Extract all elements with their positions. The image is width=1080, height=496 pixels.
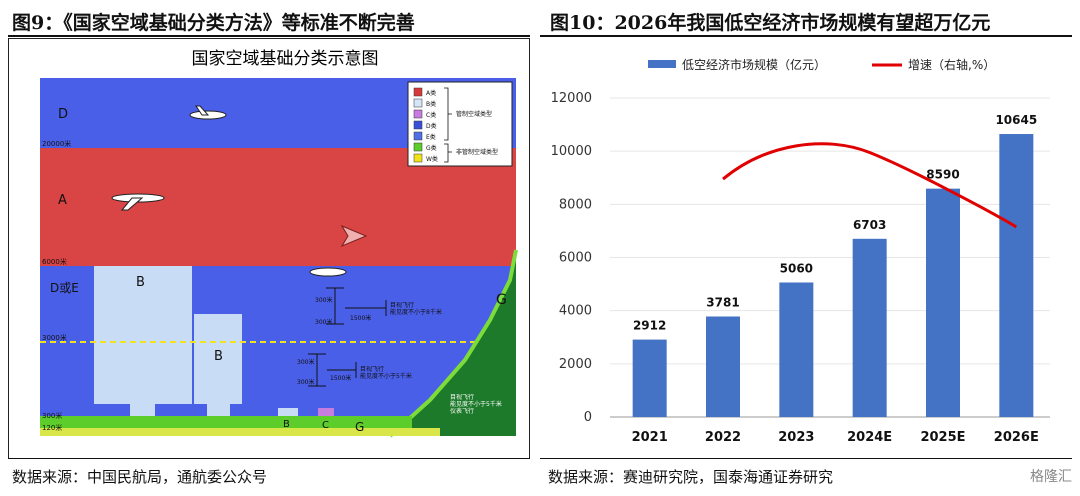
x-tick-label: 2026E: [994, 430, 1039, 445]
sep-300m-b: 300米: [315, 318, 332, 326]
y-tick-label: 8000: [559, 197, 592, 212]
left-bottom-rule: [8, 458, 530, 459]
diagram-title: 国家空域基础分类示意图: [192, 49, 379, 69]
note-3000m-transponder: [42, 306, 98, 340]
legend-swatch: [413, 131, 423, 141]
airspace-diagram: 国家空域基础分类示意图 D A D或E B B B C G G 20000米 6…: [40, 49, 518, 438]
legend-swatch: [413, 109, 423, 119]
bar-value-label: 2912: [633, 319, 666, 333]
note-vfr-8km: 目视飞行 能见度不小于8千米: [390, 302, 442, 316]
x-tick-label: 2024E: [847, 430, 892, 445]
right-title-rule: [540, 35, 1072, 37]
right-bottom-rule: [540, 458, 1072, 459]
bar-2022: [706, 316, 740, 417]
class-g-terrain: [390, 250, 516, 436]
airplane-icon: [111, 193, 165, 211]
bar-2024E: [852, 238, 887, 417]
altitude-300: 300米: [42, 411, 62, 420]
x-tick-label: 2023: [778, 430, 814, 445]
legend-swatch: [413, 142, 423, 152]
label-class-g-1: G: [355, 420, 364, 434]
bar-2025E: [926, 188, 960, 417]
y-tick-label: 2000: [559, 357, 592, 372]
label-class-a: A: [58, 193, 67, 208]
sep-300m-c: 300米: [297, 358, 314, 366]
legend-label-bar: 低空经济市场规模（亿元）: [682, 57, 826, 72]
legend-swatch: [413, 87, 423, 97]
growth-rate-line: [722, 142, 1018, 229]
ground-band: [40, 428, 440, 436]
right-source: 数据来源：赛迪研究院，国泰海通证券研究: [548, 468, 834, 486]
label-class-d-or-e: D或E: [50, 281, 79, 295]
y-tick-label: 4000: [559, 304, 592, 319]
legend-label-line: 增速（右轴,%）: [908, 57, 995, 72]
note-vfr-ifr: 目视飞行 能见度不小于5千米 仪表飞行: [450, 394, 502, 415]
label-class-b-3: B: [283, 419, 290, 430]
airplane-icon: [189, 105, 227, 120]
bar-value-label: 5060: [780, 261, 813, 275]
right-figure-title: 图10：2026年我国低空经济市场规模有望超万亿元: [550, 12, 991, 34]
bar-value-label: 10645: [995, 113, 1037, 127]
legend-swatch: [413, 98, 423, 108]
y-tick-label: 0: [584, 410, 592, 425]
sep-300m-d: 300米: [297, 378, 314, 386]
sep-1500m-b: 1500米: [330, 374, 351, 382]
separation-marker-lower: [308, 353, 357, 387]
legend-item-label: E类: [426, 133, 436, 141]
y-tick-label: 12000: [551, 91, 592, 106]
legend-group-uncontrolled: 非管制空域类型: [456, 148, 498, 156]
y-tick-label: 10000: [551, 144, 592, 159]
fighter-jet-icon: [340, 224, 368, 248]
sep-300m-a: 300米: [315, 296, 332, 304]
left-figure-title: 图9：《国家空域基础分类方法》等标准不断完善: [12, 12, 415, 34]
airspace-legend: A类 B类 C类 D类 E类 G类 W类 管制空域类型 非管制空域类型: [407, 81, 513, 167]
x-tick-label: 2025E: [920, 430, 965, 445]
class-b-airspace-large: [94, 266, 192, 424]
label-class-b-2: B: [214, 349, 223, 364]
legend-item-label: B类: [426, 100, 436, 108]
airplane-icon: [309, 267, 347, 277]
legend-swatch: [413, 153, 423, 163]
legend-item-label: G类: [426, 144, 437, 152]
airspace-a-band: [40, 148, 516, 266]
legend-item-label: W类: [426, 155, 438, 163]
legend-group-controlled: 管制空域类型: [456, 110, 492, 118]
altitude-120: 120米: [42, 423, 62, 432]
x-tick-label: 2021: [632, 430, 668, 445]
sep-1500m-a: 1500米: [350, 314, 371, 322]
left-title-rule: [8, 35, 530, 37]
market-size-chart: 0 2000 4000 6000 8000 10000 12000 2912 3781 5060…: [551, 57, 1050, 445]
label-class-b-1: B: [136, 275, 145, 290]
legend-swatch-bar: [648, 60, 676, 68]
bar-value-label: 3781: [706, 295, 739, 309]
bar-value-label: 6703: [853, 218, 886, 232]
bar-2023: [779, 282, 814, 417]
watermark-text: 格隆汇: [1030, 469, 1072, 485]
note-vfr-5km: 目视飞行 能见度不小于5千米: [360, 366, 412, 380]
bar-2026E: [999, 134, 1034, 417]
legend-swatch: [413, 120, 423, 130]
legend-item-label: C类: [426, 111, 436, 119]
bar-2021: [632, 339, 667, 417]
x-tick-label: 2022: [705, 430, 741, 445]
altitude-3000: 3000米: [42, 333, 67, 342]
label-class-c: C: [322, 420, 329, 431]
altitude-6000: 6000米: [42, 257, 67, 266]
class-g-boundary: [388, 249, 518, 438]
legend-item-label: A类: [426, 89, 436, 97]
legend-item-label: D类: [426, 122, 437, 130]
bar-value-label: 8590: [926, 168, 959, 182]
separation-marker-upper: [326, 287, 387, 325]
label-class-d: D: [58, 107, 68, 122]
label-class-g-2: G: [496, 292, 507, 308]
altitude-20000: 20000米: [42, 139, 71, 148]
left-source: 数据来源：中国民航局，通航委公众号: [12, 468, 268, 486]
y-tick-label: 6000: [559, 251, 592, 266]
